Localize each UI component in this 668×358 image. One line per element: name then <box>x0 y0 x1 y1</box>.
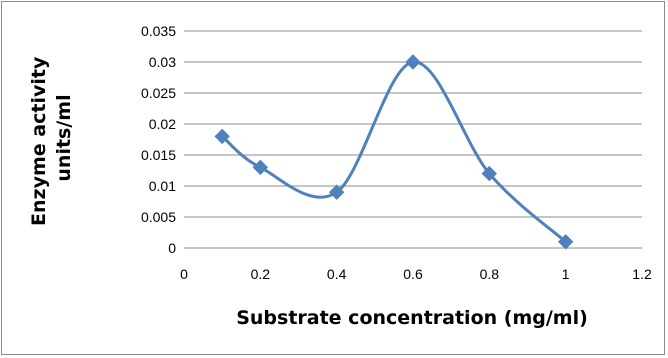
data-point-marker <box>328 184 345 200</box>
data-point-marker <box>252 159 269 176</box>
x-axis-title: Substrate concentration (mg/ml) <box>236 307 588 329</box>
y-tick-label: 0.01 <box>149 178 176 194</box>
x-tick-label: 0.4 <box>327 266 347 282</box>
data-point-marker <box>481 165 498 182</box>
y-axis-title-line-1: Enzyme activity <box>28 56 50 226</box>
x-tick-label: 1 <box>562 266 570 282</box>
data-point-marker <box>557 234 574 250</box>
series-line <box>221 60 567 243</box>
y-tick-label: 0.035 <box>141 23 176 39</box>
y-tick-label: 0.03 <box>149 54 176 70</box>
x-tick-label: 0 <box>180 266 188 282</box>
x-tick-label: 0.2 <box>251 266 271 282</box>
data-point-marker <box>214 128 230 145</box>
x-tick-label: 0.6 <box>403 266 423 282</box>
y-tick-label: 0.02 <box>149 116 176 132</box>
y-tick-label: 0.005 <box>141 209 176 225</box>
y-axis-title: Enzyme activity units/ml <box>28 50 75 226</box>
x-tick-label: 0.8 <box>480 266 500 282</box>
tick-labels: 0 0.005 0.01 0.015 0.02 0.025 0.03 0.035 0 0.2 0.4… <box>141 23 652 282</box>
y-tick-label: 0 <box>168 240 176 256</box>
data-point-marker <box>405 54 421 70</box>
y-tick-label: 0.015 <box>141 147 176 163</box>
y-tick-label: 0.025 <box>141 85 176 101</box>
x-tick-label: 1.2 <box>632 266 652 282</box>
y-axis-title-line-2: units/ml <box>53 94 75 181</box>
series-layer <box>214 54 574 250</box>
